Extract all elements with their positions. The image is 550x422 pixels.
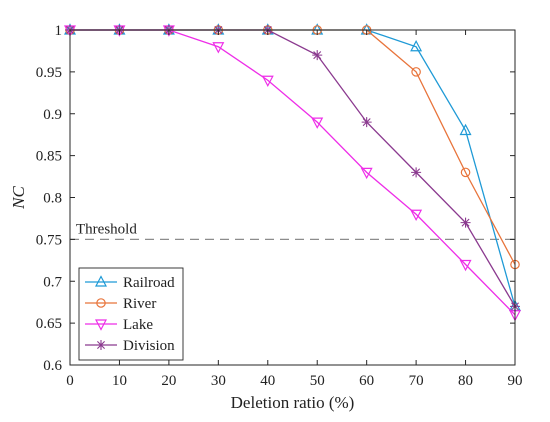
legend-marker-railroad — [95, 275, 107, 287]
x-tick-label: 90 — [508, 373, 523, 389]
data-point-division — [312, 50, 323, 61]
legend-label-railroad: Railroad — [123, 275, 175, 291]
y-tick-label: 0.6 — [43, 358, 62, 374]
y-tick-label: 0.9 — [43, 107, 62, 123]
x-tick-label: 10 — [112, 373, 127, 389]
data-point-railroad — [459, 123, 472, 136]
data-point-lake — [410, 209, 423, 222]
y-tick-label: 0.95 — [36, 65, 62, 81]
x-tick-label: 40 — [260, 373, 275, 389]
data-point-division — [460, 217, 471, 228]
x-tick-label: 70 — [409, 373, 424, 389]
x-tick-label: 60 — [359, 373, 374, 389]
data-point-lake — [360, 167, 373, 180]
legend-item-lake: Lake — [85, 317, 153, 333]
y-tick-label: 0.7 — [43, 274, 62, 290]
y-tick-label: 0.75 — [36, 232, 62, 248]
legend-label-river: River — [123, 296, 156, 312]
x-tick-label: 80 — [458, 373, 473, 389]
legend-marker-river — [96, 298, 106, 308]
legend-item-division: Division — [85, 338, 175, 354]
x-tick-label: 20 — [161, 373, 176, 389]
x-axis-title: Deletion ratio (%) — [231, 393, 355, 412]
data-point-division — [411, 167, 422, 178]
data-point-lake — [459, 259, 472, 272]
y-tick-label: 0.65 — [36, 316, 62, 332]
data-point-lake — [261, 75, 274, 88]
legend-label-lake: Lake — [123, 317, 153, 333]
legend-label-division: Division — [123, 338, 175, 354]
legend-item-river: River — [85, 296, 156, 312]
y-axis-title: NC — [9, 186, 28, 210]
data-point-lake — [212, 42, 225, 54]
y-tick-label: 0.85 — [36, 149, 62, 165]
legend-marker-lake — [95, 319, 107, 331]
data-point-river — [460, 167, 471, 178]
data-point-lake — [311, 117, 324, 129]
y-tick-label: 1 — [55, 23, 63, 39]
x-tick-label: 50 — [310, 373, 325, 389]
data-point-river — [411, 67, 421, 77]
legend-marker-division — [96, 340, 106, 350]
y-tick-label: 0.8 — [43, 191, 62, 207]
x-tick-label: 30 — [211, 373, 226, 389]
data-point-railroad — [410, 39, 423, 52]
x-tick-label: 0 — [66, 373, 74, 389]
data-point-division — [361, 117, 372, 128]
legend-item-railroad: Railroad — [85, 275, 175, 291]
threshold-label: Threshold — [76, 221, 137, 237]
